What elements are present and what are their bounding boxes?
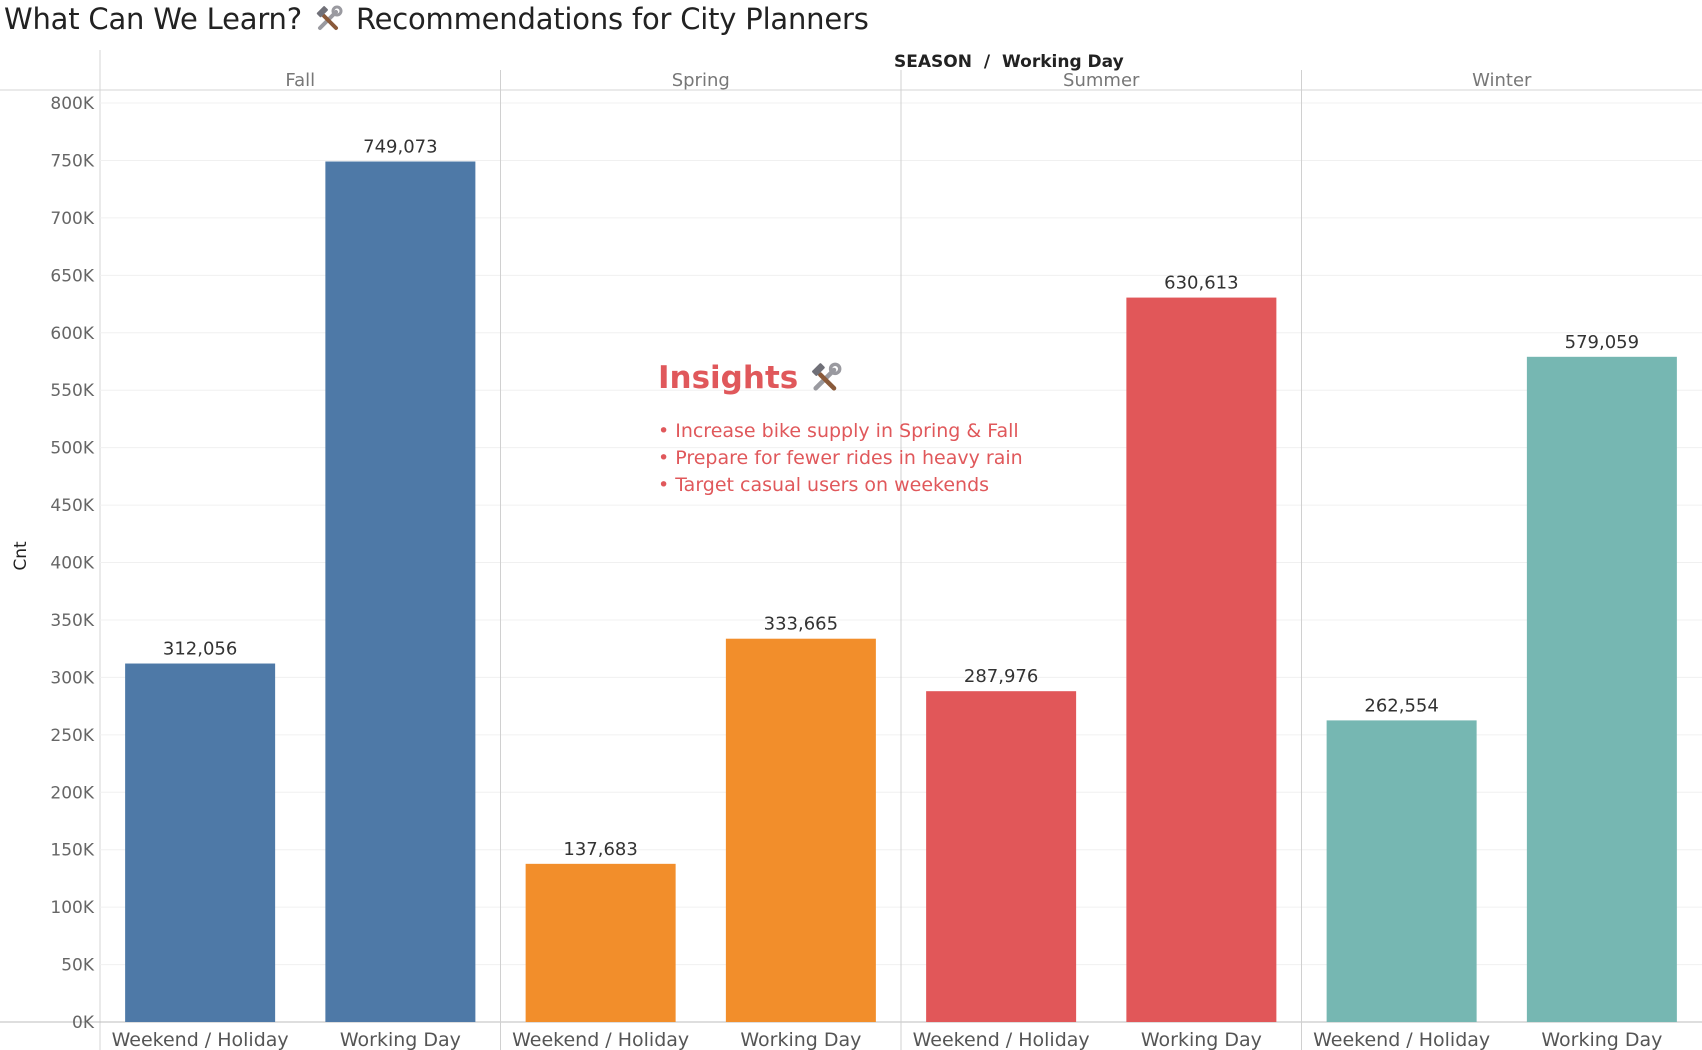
- y-tick-label: 800K: [50, 94, 94, 114]
- x-category-label: Weekend / Holiday: [913, 1029, 1090, 1050]
- title-part-2: Recommendations for City Planners: [355, 2, 869, 36]
- facet-subdimension-label: Working Day: [1002, 52, 1124, 72]
- data-label: 333,665: [764, 614, 838, 635]
- x-category-label: Working Day: [1541, 1029, 1662, 1050]
- y-tick-label: 500K: [50, 439, 94, 459]
- y-tick-label: 250K: [50, 726, 94, 746]
- y-tick-label: 50K: [61, 956, 95, 976]
- facet-dimension-label: SEASON: [894, 52, 972, 72]
- y-tick-label: 200K: [50, 783, 94, 803]
- y-tick-label: 400K: [50, 554, 94, 574]
- bar[interactable]: [325, 161, 476, 1023]
- facet-spring: Spring 137,683 Weekend / Holiday 333,665 Wor…: [500, 70, 876, 1050]
- facet-label: Summer: [1063, 70, 1140, 91]
- y-tick-label: 350K: [50, 611, 94, 631]
- data-label: 579,059: [1565, 332, 1639, 353]
- x-category-label: Working Day: [1141, 1029, 1262, 1050]
- insights-list: Increase bike supply in Spring & Fall Pr…: [658, 418, 1023, 499]
- data-label: 262,554: [1364, 695, 1438, 716]
- x-category-label: Working Day: [340, 1029, 461, 1050]
- data-label: 312,056: [163, 639, 237, 660]
- y-tick-label: 650K: [50, 266, 94, 286]
- y-tick-label: 550K: [50, 381, 94, 401]
- facet-label: Winter: [1472, 70, 1532, 91]
- facet-fall: Fall 312,056 Weekend / Holiday 749,073 Worki…: [112, 70, 476, 1050]
- y-tick-label: 0K: [72, 1013, 95, 1033]
- bar[interactable]: [725, 638, 876, 1022]
- y-axis-ticks: 0K 50K 100K 150K 200K 250K 300K 350K 400K 450K 500…: [50, 94, 94, 1033]
- insight-item: Prepare for fewer rides in heavy rain: [658, 445, 1022, 472]
- facet-panels: Fall 312,056 Weekend / Holiday 749,073 Worki…: [112, 70, 1677, 1050]
- bar[interactable]: [1526, 356, 1677, 1022]
- x-category-label: Weekend / Holiday: [112, 1029, 289, 1050]
- insights-annotation: Insights Increase bike supply in Spring …: [658, 360, 1023, 499]
- facet-label: Fall: [285, 70, 315, 91]
- insight-item: Increase bike supply in Spring & Fall: [658, 418, 1023, 445]
- y-tick-label: 700K: [50, 209, 94, 229]
- bar[interactable]: [1126, 297, 1277, 1022]
- insight-item: Target casual users on weekends: [658, 472, 1023, 499]
- bar[interactable]: [525, 863, 676, 1022]
- x-category-label: Working Day: [740, 1029, 861, 1050]
- insights-heading-text: Insights: [658, 360, 799, 396]
- title-part-1: What Can We Learn?: [4, 2, 302, 36]
- y-tick-label: 750K: [50, 151, 94, 171]
- x-category-label: Weekend / Holiday: [512, 1029, 689, 1050]
- y-axis-title: Cnt: [11, 541, 31, 571]
- chart-title: What Can We Learn? Recommendations for C…: [4, 2, 869, 37]
- facet-label: Spring: [672, 70, 730, 91]
- facet-header: SEASON / Working Day: [894, 52, 1124, 72]
- y-tick-label: 150K: [50, 841, 94, 861]
- facet-separator: /: [984, 52, 991, 72]
- hammer-and-wrench-icon: [316, 5, 343, 30]
- y-tick-label: 100K: [50, 898, 94, 918]
- x-category-label: Weekend / Holiday: [1313, 1029, 1490, 1050]
- data-label: 287,976: [964, 666, 1038, 687]
- y-tick-label: 600K: [50, 324, 94, 344]
- data-label: 137,683: [563, 839, 637, 860]
- data-label: 749,073: [363, 137, 437, 158]
- bar[interactable]: [125, 663, 276, 1022]
- y-tick-label: 450K: [50, 496, 94, 516]
- facet-summer: Summer 287,976 Weekend / Holiday 630,613 Wor…: [900, 70, 1277, 1050]
- facet-winter: Winter 262,554 Weekend / Holiday 579,059 Wor…: [1301, 70, 1677, 1050]
- data-label: 630,613: [1164, 273, 1238, 294]
- bar[interactable]: [926, 691, 1077, 1022]
- y-tick-label: 300K: [50, 668, 94, 688]
- insights-heading: Insights: [658, 360, 1023, 396]
- bar[interactable]: [1326, 720, 1477, 1022]
- hammer-and-wrench-icon: [812, 362, 842, 391]
